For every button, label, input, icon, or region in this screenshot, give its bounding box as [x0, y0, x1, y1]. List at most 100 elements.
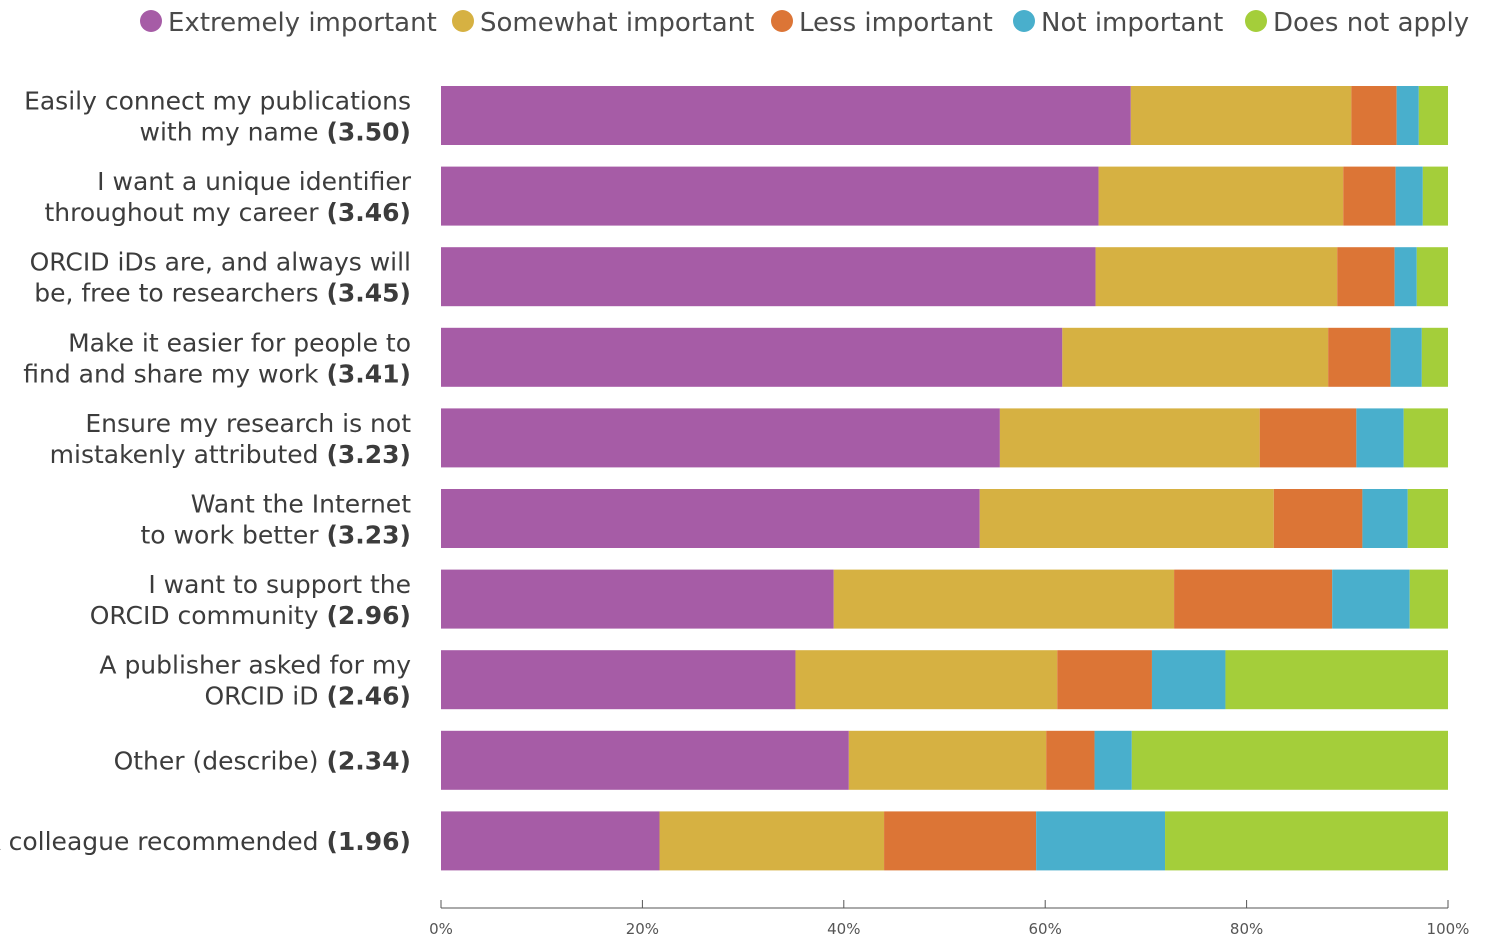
category-score: (1.96): [326, 827, 411, 856]
category-label-text: ORCID iDs are, and always will: [30, 248, 411, 277]
category-label-text: to work better: [141, 521, 327, 550]
bar-segment-somewhat-important: [848, 730, 1047, 790]
category-label-9: A colleague recommended (1.96): [0, 827, 411, 856]
legend-item-less-important: Less important: [771, 8, 993, 38]
category-label-line: to work better (3.23): [141, 521, 412, 550]
category-label-line: A publisher asked for my: [99, 651, 411, 680]
bar-segment-does-not-apply: [1416, 247, 1448, 307]
category-score: (3.45): [326, 279, 411, 308]
bar-segment-does-not-apply: [1422, 166, 1448, 226]
category-score: (3.23): [326, 521, 411, 550]
bar-row-9: [441, 811, 1448, 871]
category-score: (3.23): [326, 440, 411, 469]
category-label-8: Other (describe) (2.34): [114, 746, 411, 775]
x-tick-label: 80%: [1230, 920, 1263, 938]
bar-segment-not-important: [1396, 86, 1419, 145]
bar-segment-somewhat-important: [999, 408, 1260, 468]
bar-segment-less-important: [1174, 569, 1333, 629]
category-score: (2.46): [326, 682, 411, 711]
bar-row-4: [441, 408, 1448, 468]
bar-segment-less-important: [1343, 166, 1396, 226]
legend-swatch-less-important: [771, 10, 793, 32]
legend-item-extremely-important: Extremely important: [140, 8, 437, 38]
category-score: (3.41): [326, 359, 411, 388]
category-label-text: be, free to researchers: [34, 279, 326, 308]
x-tick-label: 0%: [429, 920, 453, 938]
bar-segment-less-important: [884, 811, 1037, 871]
bar-segment-extremely-important: [441, 489, 980, 548]
bar-segment-extremely-important: [441, 730, 849, 790]
legend-label-less-important: Less important: [799, 8, 993, 38]
bar-segment-does-not-apply: [1421, 327, 1448, 387]
category-label-text: A colleague recommended: [0, 827, 326, 856]
x-axis: 0% 20% 40% 60% 80% 100%: [429, 900, 1469, 938]
category-label-line: I want a unique identifier: [97, 167, 412, 196]
category-label-line: I want to support the: [148, 570, 411, 599]
category-label-line: A colleague recommended (1.96): [0, 827, 411, 856]
bar-segment-does-not-apply: [1418, 86, 1448, 145]
bar-row-1: [441, 166, 1448, 226]
bar-segment-extremely-important: [441, 166, 1099, 226]
bar-segment-somewhat-important: [979, 489, 1274, 548]
category-label-line: mistakenly attributed (3.23): [50, 440, 411, 469]
category-label-text: mistakenly attributed: [50, 440, 327, 469]
bar-segment-extremely-important: [441, 811, 660, 871]
category-label-text: A publisher asked for my: [99, 651, 411, 680]
legend-swatch-does-not-apply: [1245, 10, 1267, 32]
bar-segment-extremely-important: [441, 247, 1096, 307]
bar-segment-not-important: [1394, 247, 1417, 307]
legend-swatch-extremely-important: [140, 10, 162, 32]
bar-row-6: [441, 569, 1448, 629]
category-label-line: with my name (3.50): [140, 118, 411, 147]
bar-row-8: [441, 730, 1448, 790]
legend-item-somewhat-important: Somewhat important: [452, 8, 754, 38]
category-label-text: Make it easier for people to: [68, 328, 411, 357]
category-label-line: find and share my work (3.41): [23, 359, 411, 388]
legend: Extremely important Somewhat important Les…: [140, 8, 1469, 38]
category-label-text: find and share my work: [23, 359, 326, 388]
bar-segment-somewhat-important: [1062, 327, 1329, 387]
category-label-line: Make it easier for people to: [68, 328, 411, 357]
x-tick-label: 20%: [626, 920, 659, 938]
legend-item-does-not-apply: Does not apply: [1245, 8, 1469, 38]
legend-swatch-somewhat-important: [452, 10, 474, 32]
legend-label-extremely-important: Extremely important: [168, 8, 437, 38]
category-label-line: Easily connect my publications: [24, 87, 411, 116]
legend-swatch-not-important: [1013, 10, 1035, 32]
x-tick-label: 100%: [1427, 920, 1470, 938]
legend-item-not-important: Not important: [1013, 8, 1223, 38]
bar-segment-extremely-important: [441, 327, 1063, 387]
bar-segment-does-not-apply: [1131, 730, 1448, 790]
bar-segment-extremely-important: [441, 569, 834, 629]
category-label-line: ORCID iD (2.46): [204, 682, 411, 711]
bar-row-3: [441, 327, 1448, 387]
bar-segment-does-not-apply: [1403, 408, 1448, 468]
category-label-line: Want the Internet: [191, 490, 411, 519]
bar-segment-does-not-apply: [1407, 489, 1448, 548]
bar-row-0: [441, 86, 1448, 145]
category-label-text: ORCID iD: [204, 682, 326, 711]
category-score: (2.96): [326, 601, 411, 630]
bar-segment-less-important: [1337, 247, 1395, 307]
bar-segment-not-important: [1356, 408, 1404, 468]
category-label-text: Other (describe): [114, 746, 327, 775]
bar-row-5: [441, 489, 1448, 548]
category-label-line: ORCID iDs are, and always will: [30, 248, 411, 277]
bar-segment-extremely-important: [441, 408, 1000, 468]
bar-segment-somewhat-important: [1098, 166, 1344, 226]
category-label-text: I want a unique identifier: [97, 167, 412, 196]
bar-segment-not-important: [1390, 327, 1422, 387]
category-label-line: Ensure my research is not: [85, 409, 411, 438]
bar-segment-less-important: [1057, 650, 1152, 710]
bar-segment-extremely-important: [441, 650, 796, 710]
x-tick-label: 40%: [827, 920, 860, 938]
bar-segment-not-important: [1332, 569, 1410, 629]
category-label-line: be, free to researchers (3.45): [34, 279, 411, 308]
bar-segment-not-important: [1094, 730, 1132, 790]
